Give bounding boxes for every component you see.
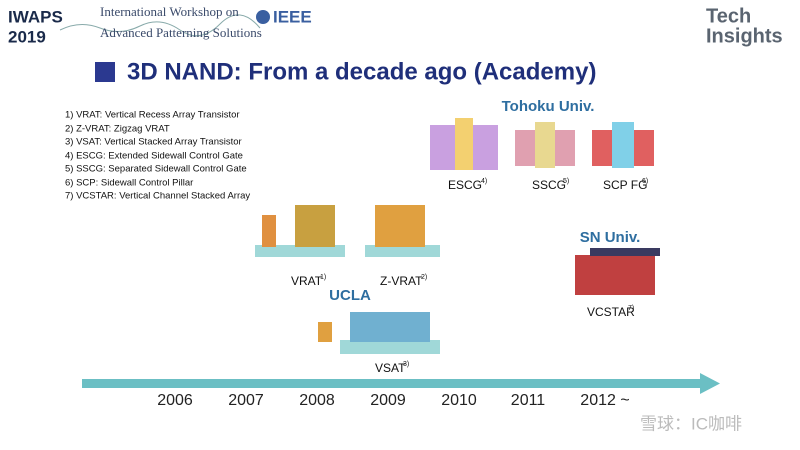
device-ref: 4) <box>481 178 487 185</box>
zvrat-image <box>375 205 425 247</box>
zvrat-image <box>365 245 440 257</box>
group-label: Tohoku Univ. <box>502 98 595 115</box>
device-ref: 1) <box>320 274 326 281</box>
timeline-bar <box>82 379 702 388</box>
ieee-logo: IEEE <box>273 7 312 26</box>
device-ref: 6) <box>642 178 648 185</box>
definition: 1) VRAT: Vertical Recess Array Transisto… <box>65 110 240 121</box>
vsat-image <box>340 340 440 354</box>
definition: 2) Z-VRAT: Zigzag VRAT <box>65 124 170 135</box>
device-label: VCSTAR <box>587 305 635 319</box>
timeline-arrow <box>700 373 720 394</box>
group-label: UCLA <box>329 287 371 304</box>
definition: 7) VCSTAR: Vertical Channel Stacked Arra… <box>65 191 250 202</box>
device-ref: 2) <box>421 274 427 281</box>
timeline-year: 2007 <box>228 392 264 409</box>
workshop-line: Advanced Patterning Solutions <box>100 25 262 40</box>
device-label: Z-VRAT <box>380 274 423 288</box>
vcstar-image <box>575 255 655 295</box>
watermark: 雪球：IC咖啡 <box>640 414 742 433</box>
vrat-image <box>262 215 276 247</box>
device-ref: 5) <box>563 178 569 185</box>
timeline-year: 2009 <box>370 392 406 409</box>
vrat-image <box>255 245 345 257</box>
definition: 5) SSCG: Separated Sidewall Control Gate <box>65 164 247 175</box>
logo-text: Tech <box>706 5 751 27</box>
device-label: VSAT <box>375 361 406 375</box>
timeline-year: 2012 ~ <box>580 392 629 409</box>
slide-title: 3D NAND: From a decade ago (Academy) <box>127 58 596 85</box>
conference-year: 2019 <box>8 27 46 46</box>
title-bullet <box>95 62 115 82</box>
scp-image <box>612 122 634 168</box>
escg-image <box>455 118 473 170</box>
timeline-year: 2008 <box>299 392 335 409</box>
vrat-image <box>295 205 335 247</box>
device-label: VRAT <box>291 274 323 288</box>
device-label: SSCG <box>532 178 566 192</box>
ieee-icon <box>256 10 270 24</box>
definition: 6) SCP: Sidewall Control Pillar <box>65 178 193 189</box>
sscg-image <box>535 122 555 168</box>
device-label: SCP FG <box>603 178 647 192</box>
vsat-image <box>318 322 332 342</box>
vcstar-image <box>590 248 660 256</box>
definition: 4) ESCG: Extended Sidewall Control Gate <box>65 151 243 162</box>
group-label: SN Univ. <box>580 229 641 246</box>
device-label: ESCG <box>448 178 482 192</box>
definition-list: 1) VRAT: Vertical Recess Array Transisto… <box>65 110 250 202</box>
definition: 3) VSAT: Vertical Stacked Array Transist… <box>65 137 242 148</box>
device-images <box>255 118 660 354</box>
timeline-year: 2010 <box>441 392 477 409</box>
header-wave <box>59 14 261 37</box>
logo-text: Insights <box>706 25 783 47</box>
conference-name: IWAPS <box>8 7 63 26</box>
vsat-image <box>350 312 430 342</box>
workshop-line: International Workshop on <box>100 4 239 19</box>
timeline-year: 2011 <box>511 392 546 409</box>
device-ref: 7) <box>628 305 634 312</box>
timeline-year: 2006 <box>157 392 193 409</box>
device-ref: 3) <box>403 361 409 368</box>
